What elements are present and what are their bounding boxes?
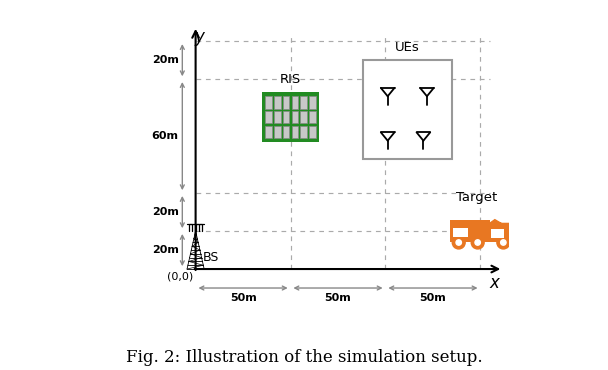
Bar: [283, 96, 289, 108]
Bar: [274, 96, 281, 108]
Bar: [274, 126, 281, 138]
Text: 20m: 20m: [151, 55, 179, 65]
Bar: [309, 111, 316, 124]
Text: Target: Target: [456, 191, 497, 205]
Bar: [274, 111, 281, 124]
Circle shape: [471, 236, 484, 249]
Bar: [453, 228, 468, 238]
Text: 60m: 60m: [151, 131, 179, 141]
Circle shape: [500, 240, 506, 245]
Bar: [450, 220, 489, 241]
Bar: [300, 126, 307, 138]
Bar: [262, 92, 319, 142]
Text: 50m: 50m: [230, 293, 257, 303]
Bar: [491, 229, 504, 238]
Bar: [300, 111, 307, 124]
Text: (0,0): (0,0): [167, 272, 193, 282]
Bar: [292, 96, 298, 108]
Bar: [292, 111, 298, 124]
Bar: [309, 96, 316, 108]
Bar: [363, 60, 452, 159]
Circle shape: [452, 236, 465, 249]
Circle shape: [475, 240, 480, 245]
Text: 50m: 50m: [420, 293, 446, 303]
Bar: [266, 126, 272, 138]
Text: $\mathbf{\it{x}}$: $\mathbf{\it{x}}$: [489, 274, 501, 292]
Bar: [300, 96, 307, 108]
Text: RIS: RIS: [280, 73, 301, 86]
Text: Fig. 2: Illustration of the simulation setup.: Fig. 2: Illustration of the simulation s…: [126, 349, 482, 366]
Text: $\mathbf{\it{y}}$: $\mathbf{\it{y}}$: [194, 30, 207, 48]
Circle shape: [456, 240, 461, 245]
Text: 20m: 20m: [151, 245, 179, 255]
Polygon shape: [489, 220, 511, 229]
Text: BS: BS: [203, 251, 219, 264]
Bar: [309, 126, 316, 138]
Bar: [450, 240, 511, 242]
Circle shape: [497, 236, 510, 249]
Bar: [489, 223, 511, 240]
Bar: [283, 111, 289, 124]
Bar: [292, 126, 298, 138]
Bar: [266, 111, 272, 124]
Text: 20m: 20m: [151, 207, 179, 217]
Bar: [266, 96, 272, 108]
Text: 50m: 50m: [325, 293, 351, 303]
Bar: [283, 126, 289, 138]
Text: UEs: UEs: [395, 41, 420, 54]
